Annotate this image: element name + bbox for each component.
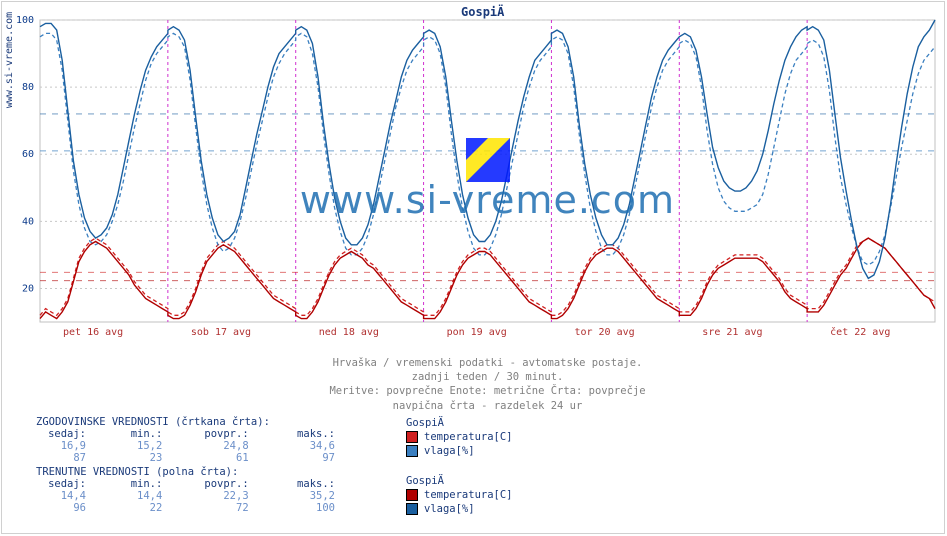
svg-text:tor 20 avg: tor 20 avg	[574, 327, 634, 338]
svg-text:40: 40	[22, 216, 34, 227]
svg-text:ned 18 avg: ned 18 avg	[319, 327, 379, 338]
cell-min: 23	[92, 452, 162, 464]
cell-now: 14,4	[36, 490, 86, 502]
legend-item: temperatura[C]	[406, 430, 513, 444]
svg-text:100: 100	[16, 15, 34, 26]
cell-now: 96	[36, 502, 86, 514]
legend-hist: GospiÄ temperatura[C] vlaga[%]	[406, 416, 513, 458]
svg-text:60: 60	[22, 149, 34, 160]
hist-header: ZGODOVINSKE VREDNOSTI (črtkana črta):	[36, 416, 335, 428]
table-row: 96 22 72 100	[36, 502, 335, 514]
legend-curr: GospiÄ temperatura[C] vlaga[%]	[406, 474, 513, 516]
legend-label: vlaga[%]	[424, 503, 475, 515]
curr-header: TRENUTNE VREDNOSTI (polna črta):	[36, 466, 335, 478]
svg-text:80: 80	[22, 82, 34, 93]
svg-text:sob 17 avg: sob 17 avg	[191, 327, 251, 338]
data-tables: ZGODOVINSKE VREDNOSTI (črtkana črta): se…	[36, 416, 335, 514]
caption-line: Hrvaška / vremenski podatki - avtomatske…	[40, 356, 935, 370]
table-row: 87 23 61 97	[36, 452, 335, 464]
svg-text:pet 16 avg: pet 16 avg	[63, 327, 123, 338]
legend-label: vlaga[%]	[424, 445, 475, 457]
legend-item: temperatura[C]	[406, 488, 513, 502]
col: min.:	[92, 478, 162, 490]
svg-text:čet 22 avg: čet 22 avg	[830, 326, 890, 338]
chart-area: 20406080100pet 16 avgsob 17 avgned 18 av…	[40, 20, 935, 340]
svg-text:20: 20	[22, 283, 34, 294]
caption-block: Hrvaška / vremenski podatki - avtomatske…	[40, 356, 935, 413]
legend-label: temperatura[C]	[424, 489, 513, 501]
legend-item: vlaga[%]	[406, 502, 513, 516]
col: maks.:	[255, 478, 335, 490]
caption-line: navpična črta - razdelek 24 ur	[40, 399, 935, 413]
legend-title: GospiÄ	[406, 416, 513, 430]
hist-columns: sedaj: min.: povpr.: maks.:	[36, 428, 335, 440]
cell-avg: 61	[169, 452, 249, 464]
cell-avg: 24,8	[169, 440, 249, 452]
svg-text:pon 19 avg: pon 19 avg	[447, 327, 507, 338]
cell-max: 100	[255, 502, 335, 514]
col: povpr.:	[169, 428, 249, 440]
chart-title: GospiÄ	[40, 4, 935, 20]
legend-swatch-icon	[406, 503, 418, 515]
cell-min: 14,4	[92, 490, 162, 502]
col: maks.:	[255, 428, 335, 440]
svg-text:sre 21 avg: sre 21 avg	[702, 327, 762, 338]
cell-max: 34,6	[255, 440, 335, 452]
chart-svg: 20406080100pet 16 avgsob 17 avgned 18 av…	[40, 20, 935, 340]
cell-max: 35,2	[255, 490, 335, 502]
legend-swatch-icon	[406, 445, 418, 457]
col: min.:	[92, 428, 162, 440]
caption-line: Meritve: povprečne Enote: metrične Črta:…	[40, 384, 935, 398]
cell-avg: 22,3	[169, 490, 249, 502]
cell-now: 87	[36, 452, 86, 464]
col: povpr.:	[169, 478, 249, 490]
legend-swatch-icon	[406, 489, 418, 501]
cell-max: 97	[255, 452, 335, 464]
legend-label: temperatura[C]	[424, 431, 513, 443]
col: sedaj:	[36, 428, 86, 440]
table-row: 16,9 15,2 24,8 34,6	[36, 440, 335, 452]
col: sedaj:	[36, 478, 86, 490]
caption-line: zadnji teden / 30 minut.	[40, 370, 935, 384]
curr-columns: sedaj: min.: povpr.: maks.:	[36, 478, 335, 490]
legend-swatch-icon	[406, 431, 418, 443]
cell-now: 16,9	[36, 440, 86, 452]
cell-avg: 72	[169, 502, 249, 514]
source-label: www.si-vreme.com	[4, 0, 15, 160]
cell-min: 15,2	[92, 440, 162, 452]
cell-min: 22	[92, 502, 162, 514]
table-row: 14,4 14,4 22,3 35,2	[36, 490, 335, 502]
legend-title: GospiÄ	[406, 474, 513, 488]
legend-item: vlaga[%]	[406, 444, 513, 458]
